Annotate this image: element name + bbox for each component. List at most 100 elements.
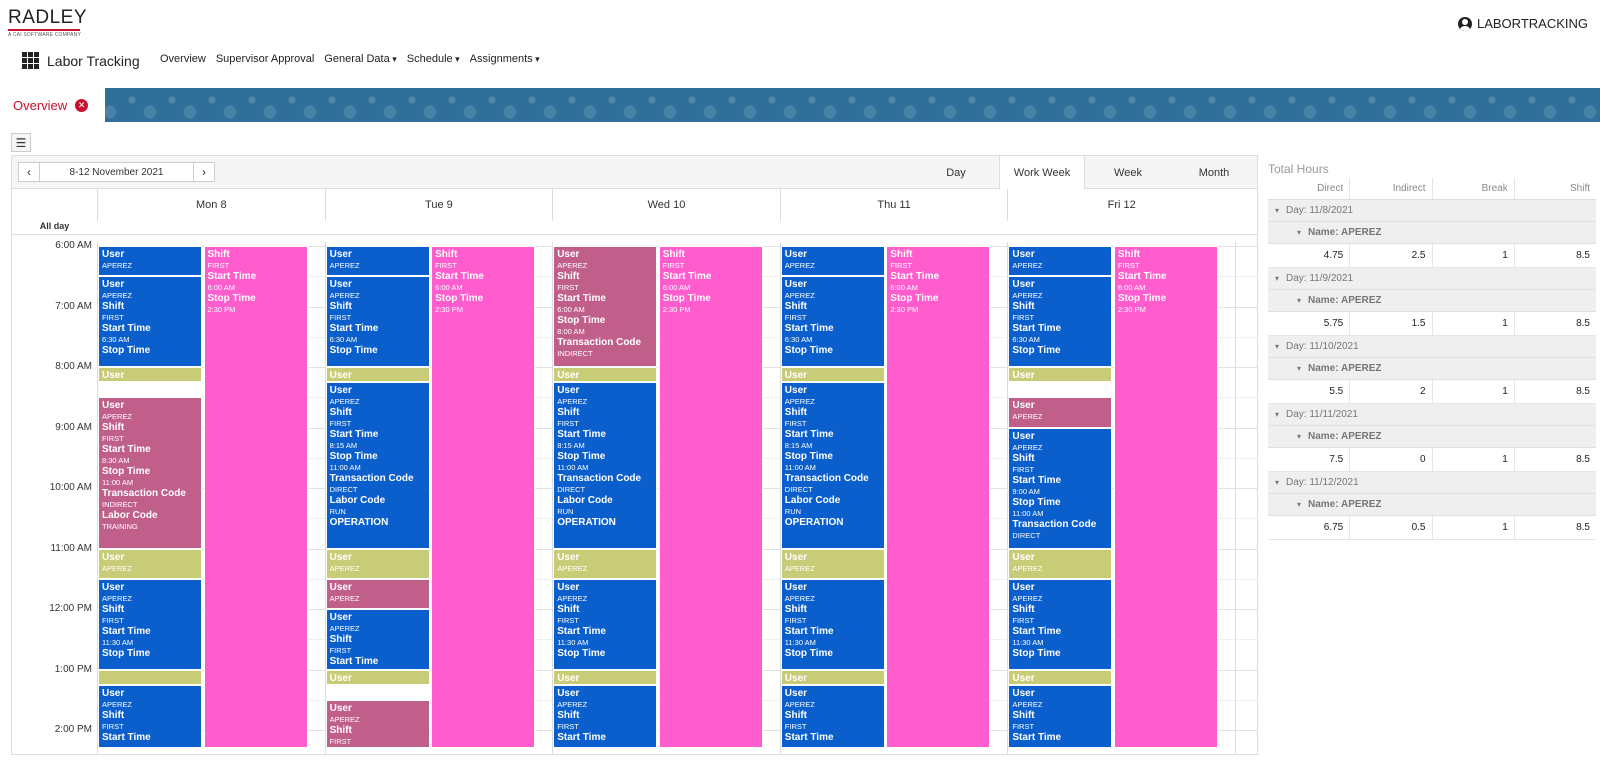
shift-event[interactable]: Shift FIRST Start Time 6:00 AM Stop Time 2:30… — [431, 246, 536, 749]
break-event[interactable]: User — [780, 669, 885, 685]
break-event[interactable]: User — [553, 669, 658, 685]
view-month[interactable]: Month — [1198, 166, 1230, 179]
col-direct[interactable]: Direct — [1317, 183, 1344, 194]
labor-event[interactable]: User APEREZ Shift FIRST — [325, 699, 430, 749]
day-header[interactable]: Wed 10 — [552, 189, 780, 221]
view-day[interactable]: Day — [946, 166, 966, 179]
labor-event[interactable]: User APEREZ Shift FIRST Start Time 6:00 AM Sto… — [553, 246, 658, 367]
collapse-icon[interactable]: ▾ — [1274, 478, 1279, 487]
labor-event[interactable]: User APEREZ Shift FIRST Start Time 11:30 AM St… — [1008, 578, 1113, 670]
tab-overview[interactable]: Overview ✕ — [0, 88, 105, 122]
user-menu[interactable]: LABORTRACKING — [1457, 16, 1588, 31]
all-day-row[interactable] — [97, 221, 1257, 235]
labor-event[interactable]: User APEREZ Shift FIRST Start Time — [1008, 684, 1113, 749]
totals-name-group[interactable]: ▾ Name: APEREZ — [1268, 222, 1596, 244]
labor-event[interactable]: User APEREZ — [98, 246, 202, 277]
close-icon[interactable]: ✕ — [75, 98, 89, 112]
day-header[interactable]: Tue 9 — [324, 189, 553, 221]
break-event[interactable]: User — [1008, 367, 1113, 383]
collapse-icon[interactable]: ▾ — [1296, 364, 1301, 373]
totals-day-group[interactable]: ▾ Day: 11/10/2021 — [1268, 336, 1596, 358]
date-range-picker[interactable]: 8-12 November 2021 — [39, 163, 194, 181]
break-event[interactable]: User — [780, 367, 885, 383]
event-field-value: APEREZ — [102, 261, 133, 270]
day-header[interactable]: Fri 12 — [1007, 189, 1235, 221]
totals-name-group[interactable]: ▾ Name: APEREZ — [1268, 358, 1596, 380]
break-event[interactable]: User — [98, 367, 202, 383]
break-event[interactable]: User APEREZ — [553, 548, 658, 579]
nav-overview[interactable]: Overview — [160, 53, 206, 65]
chevron-right-icon[interactable]: › — [202, 165, 206, 179]
totals-day-group[interactable]: ▾ Day: 11/11/2021 — [1268, 404, 1596, 426]
labor-event[interactable]: User APEREZ Shift FIRST Start Time 8:15 AM Sto… — [325, 382, 430, 549]
app-title[interactable]: Labor Tracking — [22, 52, 140, 69]
collapse-icon[interactable]: ▾ — [1274, 342, 1279, 351]
labor-event[interactable]: User APEREZ — [1008, 397, 1113, 428]
shift-event[interactable]: Shift FIRST Start Time 6:00 AM Stop Time 2:30… — [203, 246, 308, 749]
break-event[interactable] — [98, 669, 202, 685]
totals-name-group[interactable]: ▾ Name: APEREZ — [1268, 494, 1596, 516]
col-shift[interactable]: Shift — [1513, 178, 1596, 199]
shift-event[interactable]: Shift FIRST Start Time 6:00 AM Stop Time 2:30… — [1113, 246, 1218, 749]
labor-event[interactable]: User APEREZ Shift FIRST Start Time 6:30 AM Sto… — [325, 276, 430, 367]
shift-event[interactable]: Shift FIRST Start Time 6:00 AM Stop Time 2:30… — [886, 246, 991, 749]
labor-event[interactable]: User APEREZ Shift FIRST Start Time 11:30 AM St… — [780, 578, 885, 670]
labor-event[interactable]: User APEREZ Shift FIRST Start Time 9:00 AM Sto… — [1008, 427, 1113, 549]
labor-event[interactable]: User APEREZ Shift FIRST Start Time 8:15 AM Sto… — [780, 382, 885, 549]
labor-event[interactable]: User APEREZ Shift FIRST Start Time 11:30 AM St… — [553, 578, 658, 670]
break-event[interactable]: User APEREZ — [780, 548, 885, 579]
time-grid[interactable]: 6:00 AM 7:00 AM 8:00 AM 9:00 AM 10:00 AM 11:0… — [12, 240, 1257, 754]
break-event[interactable]: User — [553, 367, 658, 383]
break-event[interactable]: User — [325, 669, 430, 685]
collapse-icon[interactable]: ▾ — [1296, 296, 1301, 305]
labor-event[interactable]: User APEREZ Shift FIRST Start Time 6:30 AM Sto… — [780, 276, 885, 367]
totals-name-group[interactable]: ▾ Name: APEREZ — [1268, 426, 1596, 448]
view-work-week[interactable]: Work Week — [999, 156, 1085, 189]
labor-event[interactable]: User APEREZ — [325, 578, 430, 609]
view-week[interactable]: Week — [1114, 166, 1142, 179]
labor-event[interactable]: User APEREZ Shift FIRST Start Time — [553, 684, 658, 749]
day-header[interactable]: Mon 8 — [97, 189, 325, 221]
hamburger-menu-button[interactable]: ☰ — [11, 133, 31, 152]
nav-general-data[interactable]: General Data — [324, 53, 396, 65]
nav-assignments[interactable]: Assignments — [470, 53, 540, 65]
collapse-icon[interactable]: ▾ — [1296, 228, 1301, 237]
collapse-icon[interactable]: ▾ — [1274, 274, 1279, 283]
labor-event[interactable]: User APEREZ Shift FIRST Start Time 8:15 AM Sto… — [553, 382, 658, 549]
nav-supervisor-approval[interactable]: Supervisor Approval — [215, 53, 315, 65]
collapse-icon[interactable]: ▾ — [1296, 500, 1301, 509]
totals-day-group[interactable]: ▾ Day: 11/8/2021 — [1268, 200, 1596, 222]
event-field-label: User — [784, 687, 808, 699]
totals-day-group[interactable]: ▾ Day: 11/12/2021 — [1268, 472, 1596, 494]
totals-name-group[interactable]: ▾ Name: APEREZ — [1268, 290, 1596, 312]
collapse-icon[interactable]: ▾ — [1274, 410, 1279, 419]
table-row: 5.5 2 1 8.5 — [1268, 380, 1596, 404]
shift-event[interactable]: Shift FIRST Start Time 6:00 AM Stop Time 2:30… — [658, 246, 763, 749]
labor-event[interactable]: User APEREZ Shift FIRST Start Time — [98, 684, 202, 749]
collapse-icon[interactable]: ▾ — [1296, 432, 1301, 441]
day-header[interactable]: Thu 11 — [779, 189, 1008, 221]
break-event[interactable]: User APEREZ — [325, 548, 430, 579]
event-field-value: APEREZ — [1012, 563, 1043, 573]
labor-event[interactable]: User APEREZ — [780, 246, 885, 277]
app-grid-icon[interactable] — [22, 52, 39, 69]
col-indirect[interactable]: Indirect — [1349, 178, 1431, 199]
chevron-left-icon[interactable]: ‹ — [27, 165, 31, 179]
labor-event[interactable]: User APEREZ Shift FIRST Start Time 6:30 AM Sto… — [1008, 276, 1113, 367]
labor-event[interactable]: User APEREZ Shift FIRST Start Time 8:30 AM Sto… — [98, 397, 202, 549]
break-event[interactable]: User — [325, 367, 430, 383]
labor-event[interactable]: User APEREZ Shift FIRST Start Time — [325, 609, 430, 670]
labor-event[interactable]: User APEREZ Shift FIRST Start Time — [780, 684, 885, 749]
break-event[interactable]: User APEREZ — [98, 548, 202, 579]
labor-event[interactable]: User APEREZ Shift FIRST Start Time 6:30 AM Sto… — [98, 276, 202, 367]
break-event[interactable]: User APEREZ — [1008, 548, 1113, 579]
break-event[interactable]: User — [1008, 669, 1113, 685]
collapse-icon[interactable]: ▾ — [1274, 206, 1279, 215]
nav-schedule[interactable]: Schedule — [407, 53, 460, 65]
totals-day-group[interactable]: ▾ Day: 11/9/2021 — [1268, 268, 1596, 290]
labor-event[interactable]: User APEREZ — [325, 246, 430, 277]
labor-event[interactable]: User APEREZ Shift FIRST Start Time 11:30 AM St… — [98, 578, 202, 670]
labor-event[interactable]: User APEREZ — [1008, 246, 1113, 277]
col-break[interactable]: Break — [1431, 178, 1514, 199]
event-field-value: DIRECT — [557, 485, 586, 495]
